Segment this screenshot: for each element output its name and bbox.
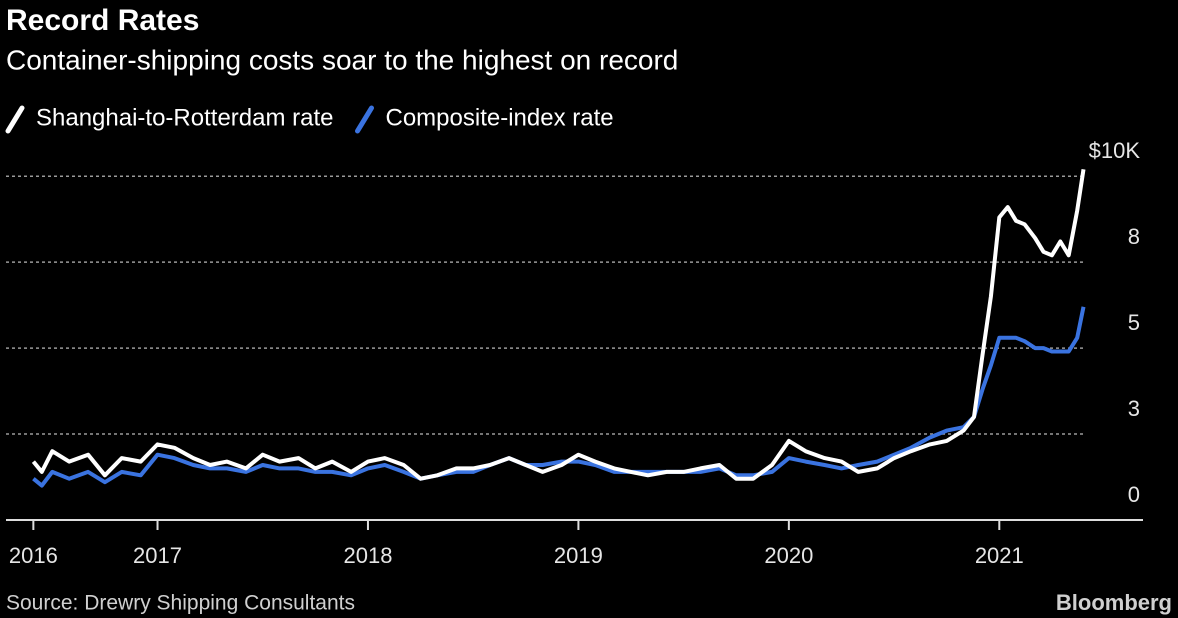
x-tick-label: 2021 [975, 543, 1024, 568]
chart-title: Record Rates [6, 4, 199, 37]
y-tick-label: $10K [1089, 138, 1141, 163]
legend-label: Shanghai-to-Rotterdam rate [36, 104, 334, 131]
x-tick-label: 2016 [9, 543, 58, 568]
y-tick-label: 5 [1128, 310, 1140, 335]
series-line [32, 306, 1086, 488]
x-tick-label: 2017 [133, 543, 182, 568]
legend-swatch [355, 105, 374, 134]
y-tick-label: 8 [1128, 224, 1140, 249]
y-tick-label: 3 [1128, 396, 1140, 421]
x-tick-label: 2019 [554, 543, 603, 568]
series-line [31, 168, 1086, 481]
y-tick-label: 0 [1128, 482, 1140, 507]
source: Source: Drewry Shipping Consultants [6, 592, 355, 615]
x-tick-label: 2020 [764, 543, 813, 568]
legend-label: Composite-index rate [386, 104, 614, 131]
chart-subtitle: Container-shipping costs soar to the hig… [6, 44, 678, 75]
x-tick-label: 2018 [343, 543, 392, 568]
brand: Bloomberg [1056, 590, 1172, 615]
legend-swatch [5, 105, 25, 134]
